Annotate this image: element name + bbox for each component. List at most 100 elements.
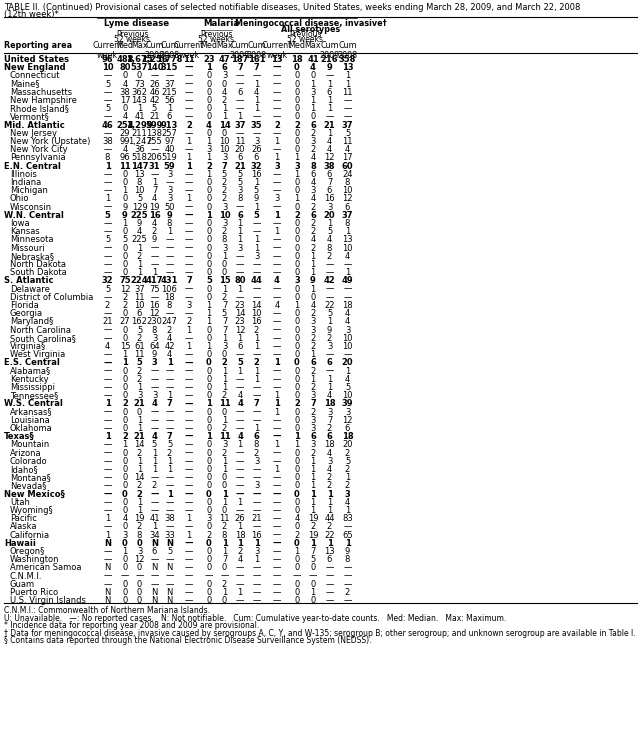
Text: 0: 0 — [222, 350, 227, 360]
Text: 10: 10 — [219, 211, 230, 220]
Text: 96: 96 — [120, 154, 130, 163]
Text: 3: 3 — [327, 407, 332, 416]
Text: 0: 0 — [294, 285, 299, 294]
Text: 0: 0 — [122, 555, 128, 564]
Text: —: — — [150, 260, 159, 269]
Text: 225: 225 — [131, 236, 147, 245]
Text: —: — — [185, 473, 193, 482]
Text: —: — — [273, 285, 281, 294]
Text: 4: 4 — [310, 195, 315, 204]
Text: —: — — [273, 333, 281, 343]
Text: —: — — [236, 473, 244, 482]
Text: 1: 1 — [137, 506, 142, 515]
Text: 6: 6 — [345, 424, 350, 433]
Text: —: — — [236, 374, 244, 383]
Text: 2: 2 — [105, 301, 110, 310]
Text: 3: 3 — [152, 358, 158, 367]
Text: 1,299: 1,299 — [126, 121, 153, 130]
Text: 9: 9 — [122, 211, 128, 220]
Text: —: — — [273, 514, 281, 523]
Text: 0: 0 — [122, 170, 128, 179]
Text: 0: 0 — [122, 325, 128, 335]
Text: 12: 12 — [342, 416, 353, 424]
Text: 5: 5 — [310, 555, 315, 564]
Text: 10: 10 — [219, 145, 229, 154]
Text: 47: 47 — [219, 55, 230, 64]
Text: 21: 21 — [133, 399, 146, 408]
Text: 2: 2 — [310, 309, 315, 319]
Text: 1: 1 — [254, 342, 259, 351]
Text: —: — — [236, 571, 244, 580]
Text: 31: 31 — [149, 162, 160, 171]
Text: 4: 4 — [345, 309, 350, 319]
Text: 0: 0 — [206, 473, 212, 482]
Text: 14: 14 — [134, 473, 145, 482]
Text: Florida: Florida — [10, 301, 38, 310]
Text: 0: 0 — [137, 596, 142, 605]
Text: 8: 8 — [310, 162, 316, 171]
Text: 56: 56 — [164, 96, 175, 105]
Text: 0: 0 — [294, 96, 299, 105]
Text: 44: 44 — [251, 277, 262, 286]
Text: 0: 0 — [294, 113, 299, 122]
Text: 73: 73 — [134, 80, 145, 89]
Text: 1: 1 — [310, 498, 315, 507]
Text: —: — — [185, 465, 193, 474]
Text: 64: 64 — [149, 342, 160, 351]
Text: 0: 0 — [122, 416, 128, 424]
Text: 0: 0 — [206, 178, 212, 187]
Text: 3: 3 — [222, 440, 227, 449]
Text: 1: 1 — [167, 228, 172, 236]
Text: 10: 10 — [342, 342, 353, 351]
Text: 20: 20 — [324, 211, 335, 220]
Text: 1: 1 — [237, 333, 243, 343]
Text: 3: 3 — [274, 162, 280, 171]
Text: —: — — [273, 473, 281, 482]
Text: 8: 8 — [345, 219, 350, 228]
Text: 11: 11 — [342, 137, 353, 146]
Text: —: — — [273, 448, 281, 457]
Text: 9: 9 — [327, 63, 333, 72]
Text: 7: 7 — [186, 277, 192, 286]
Text: 0: 0 — [294, 498, 299, 507]
Text: 0: 0 — [294, 72, 299, 81]
Text: 2: 2 — [327, 481, 332, 490]
Text: 4: 4 — [237, 555, 243, 564]
Text: † Data for meningococcal disease, invasive caused by serogroups A, C, Y, and W-1: † Data for meningococcal disease, invasi… — [4, 629, 636, 638]
Text: —: — — [103, 555, 112, 564]
Text: —: — — [344, 104, 352, 113]
Text: —: — — [236, 416, 244, 424]
Text: 4: 4 — [327, 137, 332, 146]
Text: —: — — [273, 457, 281, 466]
Text: 0: 0 — [206, 506, 212, 515]
Text: —: — — [273, 555, 281, 564]
Text: 1: 1 — [222, 252, 227, 261]
Text: Previous: Previous — [200, 30, 233, 39]
Text: 0: 0 — [310, 596, 315, 605]
Text: 1: 1 — [237, 588, 243, 597]
Text: 1: 1 — [274, 211, 280, 220]
Text: 0: 0 — [206, 489, 212, 498]
Text: —: — — [253, 563, 261, 572]
Text: 0: 0 — [206, 129, 212, 138]
Text: 129: 129 — [131, 203, 147, 212]
Text: —: — — [253, 522, 261, 531]
Text: 18: 18 — [291, 55, 303, 64]
Text: 6: 6 — [327, 170, 332, 179]
Text: —: — — [150, 580, 159, 589]
Text: 20: 20 — [342, 358, 353, 367]
Text: 3: 3 — [222, 203, 227, 212]
Text: 1: 1 — [137, 260, 142, 269]
Text: 8: 8 — [152, 325, 157, 335]
Text: 1: 1 — [310, 350, 315, 360]
Text: 3: 3 — [222, 342, 227, 351]
Text: —: — — [273, 563, 281, 572]
Text: 3: 3 — [222, 219, 227, 228]
Text: —: — — [185, 563, 193, 572]
Text: —: — — [150, 416, 159, 424]
Text: 2: 2 — [345, 448, 350, 457]
Text: 2: 2 — [294, 530, 299, 539]
Text: 3: 3 — [152, 333, 157, 343]
Text: 5: 5 — [345, 383, 350, 392]
Text: 96: 96 — [102, 55, 113, 64]
